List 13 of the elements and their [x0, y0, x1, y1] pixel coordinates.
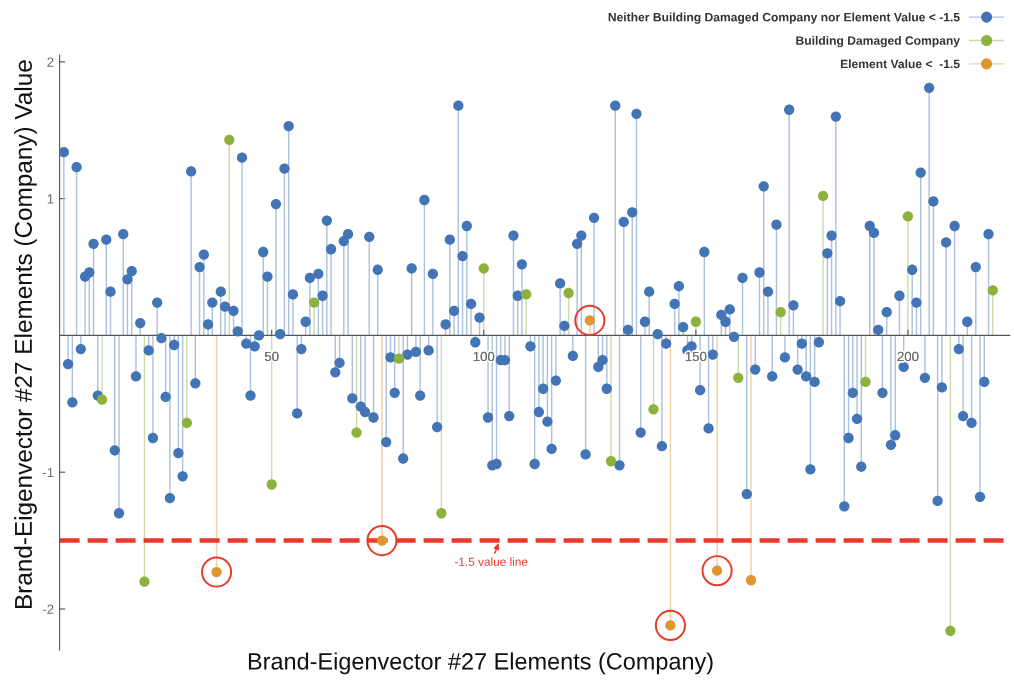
y-axis-title: Brand-Eigenvector #27 Elements (Company) Value — [14, 60, 37, 609]
legend-label: Element Value < -1.5 — [840, 59, 960, 69]
x-tick-label: 150 — [685, 351, 707, 362]
x-tick-label: 200 — [897, 351, 919, 362]
legend-label: Neither Building Damaged Company nor Element Value < -1.5 — [608, 12, 960, 24]
y-tick-label: 1 — [47, 194, 54, 204]
legend-label: Building Damaged Company — [796, 35, 960, 48]
y-tick-label: -2 — [42, 604, 54, 614]
x-tick-label: 100 — [473, 351, 495, 362]
y-tick-label: 2 — [47, 57, 54, 67]
x-axis-title: Brand-Eigenvector #27 Elements (Company) — [248, 652, 713, 675]
y-tick-label: -1 — [42, 467, 54, 477]
ref-line-label: -1.5 value line — [454, 557, 528, 566]
